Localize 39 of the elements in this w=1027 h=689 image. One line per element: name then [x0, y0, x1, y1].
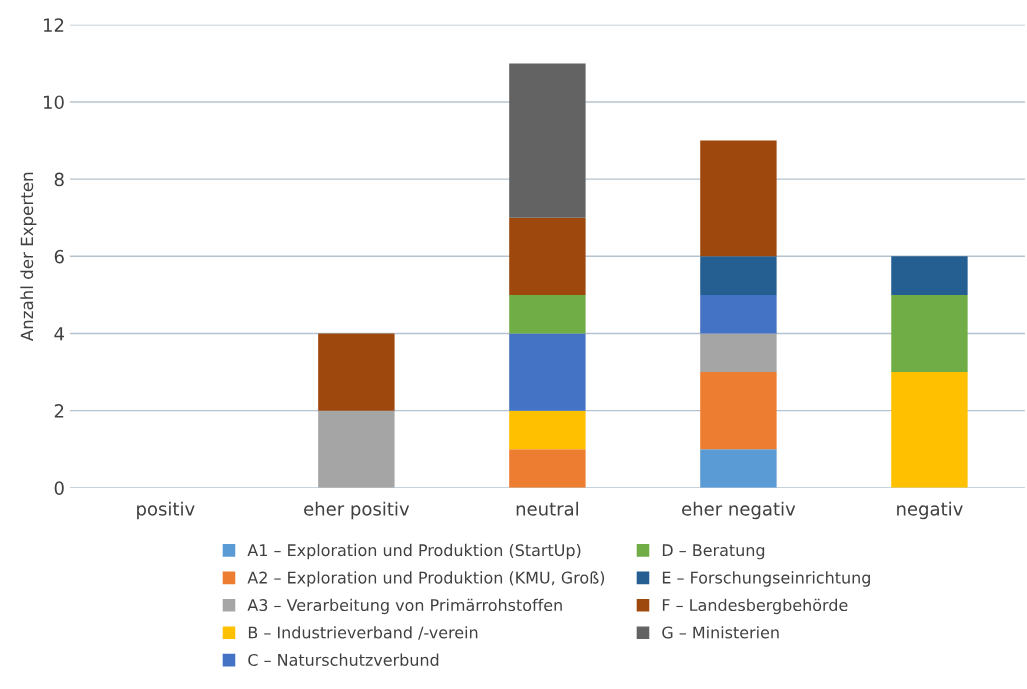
x-tick-label: eher negativ	[682, 501, 796, 520]
bar	[700, 294, 777, 334]
x-tick-label: negativ	[897, 501, 963, 520]
y-tick-label: 8	[54, 172, 64, 187]
legend-label: D – Beratung	[662, 544, 765, 560]
bar	[891, 294, 968, 373]
x-tick-label: positiv	[137, 501, 195, 520]
bar	[509, 410, 586, 450]
bar	[700, 372, 777, 450]
bar	[891, 372, 968, 488]
bar	[509, 217, 586, 295]
bar	[509, 449, 586, 488]
legend-label: C – Naturschutzverbund	[248, 653, 439, 666]
bar	[318, 333, 395, 411]
legend-label: A3 – Verarbeitung von Primärrohstoffen	[247, 598, 562, 615]
legend-label: B – Industrieverband /-verein	[248, 626, 478, 640]
y-tick-label: 6	[54, 249, 64, 264]
bar	[700, 256, 777, 295]
y-tick-label: 10	[43, 95, 64, 110]
y-tick-label: 12	[43, 18, 64, 32]
y-tick-label: 0	[54, 481, 64, 495]
x-tick-label: eher positiv	[304, 501, 410, 520]
y-tick-label: 2	[54, 404, 64, 418]
y-tick-label: 4	[54, 327, 64, 341]
bar	[891, 256, 968, 295]
bar	[700, 140, 777, 257]
legend-label: F – Landesbergbehörde	[662, 598, 848, 615]
bar	[318, 410, 395, 488]
legend-label: A2 – Exploration und Produktion (KMU, Groß)	[247, 571, 605, 587]
bar	[509, 333, 586, 411]
bar	[700, 333, 777, 373]
legend-label: E – Forschungseinrichtung	[662, 571, 870, 587]
bar	[509, 294, 586, 334]
legend-label: A1 – Exploration und Produktion (StartUp)	[247, 543, 581, 560]
legend-label: G – Ministerien	[662, 626, 779, 639]
x-tick-label: neutral	[516, 501, 578, 516]
y-axis-title: Anzahl der Experten	[20, 172, 37, 342]
bar	[509, 63, 586, 218]
bar	[700, 449, 777, 488]
